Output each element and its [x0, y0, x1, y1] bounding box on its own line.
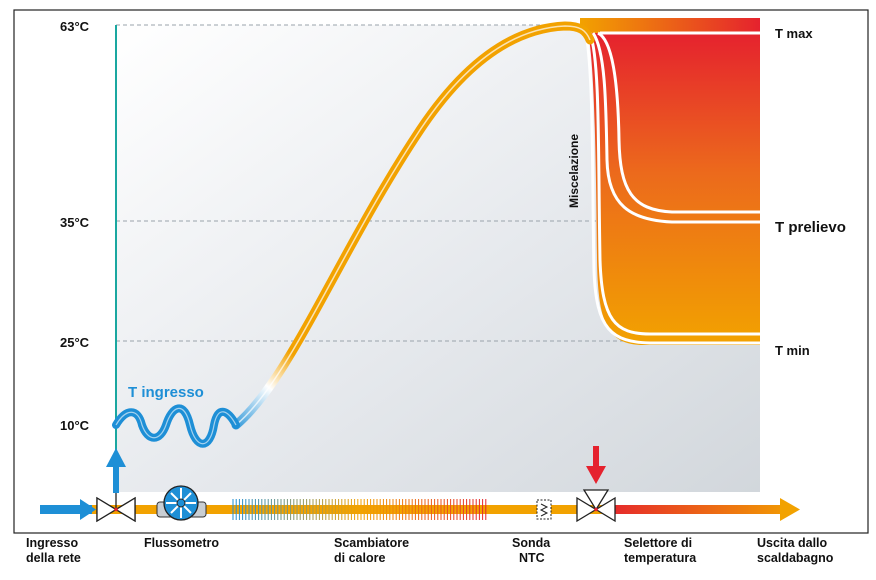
branch-t-prelievo-top	[597, 31, 760, 214]
branch-t-prelievo-bottom	[591, 32, 760, 224]
t-max-bar	[580, 18, 760, 33]
inlet-wave-highlight	[115, 407, 237, 445]
flowmeter	[156, 485, 207, 521]
label-t-min: T min	[775, 343, 810, 358]
label-ingresso-2: della rete	[26, 551, 81, 565]
mixing-branches	[584, 31, 760, 345]
tick-35: 35°C	[60, 215, 90, 230]
label-t-prelievo: T prelievo	[775, 219, 846, 236]
label-uscita-2: scaldabagno	[757, 551, 834, 565]
tick-63: 63°C	[60, 19, 90, 34]
label-miscelazione: Miscelazione	[567, 134, 581, 208]
inlet-arrow	[80, 499, 96, 520]
label-uscita-1: Uscita dallo	[757, 536, 828, 550]
label-t-ingresso: T ingresso	[128, 384, 204, 401]
inlet-valve	[96, 493, 136, 523]
branch-t-min-top	[588, 32, 760, 336]
gridlines	[116, 24, 760, 342]
branch-t-min-bottom	[584, 32, 760, 345]
heat-exchanger-fins	[232, 499, 487, 520]
label-flussometro: Flussometro	[144, 536, 219, 550]
tick-25: 25°C	[60, 335, 90, 350]
ntc-sensor	[536, 499, 552, 520]
label-ingresso-1: Ingresso	[26, 536, 78, 550]
inlet-pipe	[40, 505, 92, 514]
label-scambiatore-1: Scambiatore	[334, 536, 409, 550]
label-selettore-1: Selettore di	[624, 536, 692, 550]
heating-curve-highlight	[235, 25, 591, 426]
outlet-arrow	[780, 498, 800, 521]
label-t-max: T max	[775, 26, 813, 41]
label-selettore-2: temperatura	[624, 551, 697, 565]
label-scambiatore-2: di calore	[334, 551, 385, 565]
outlet-pipe	[605, 505, 780, 514]
mixing-zone	[588, 33, 760, 345]
tick-10: 10°C	[60, 418, 90, 433]
label-sonda-2: NTC	[519, 551, 545, 565]
selector-valve	[576, 489, 616, 523]
down-flow-arrow	[586, 466, 606, 484]
label-sonda-1: Sonda	[512, 536, 551, 550]
up-flow-arrow	[106, 448, 126, 467]
